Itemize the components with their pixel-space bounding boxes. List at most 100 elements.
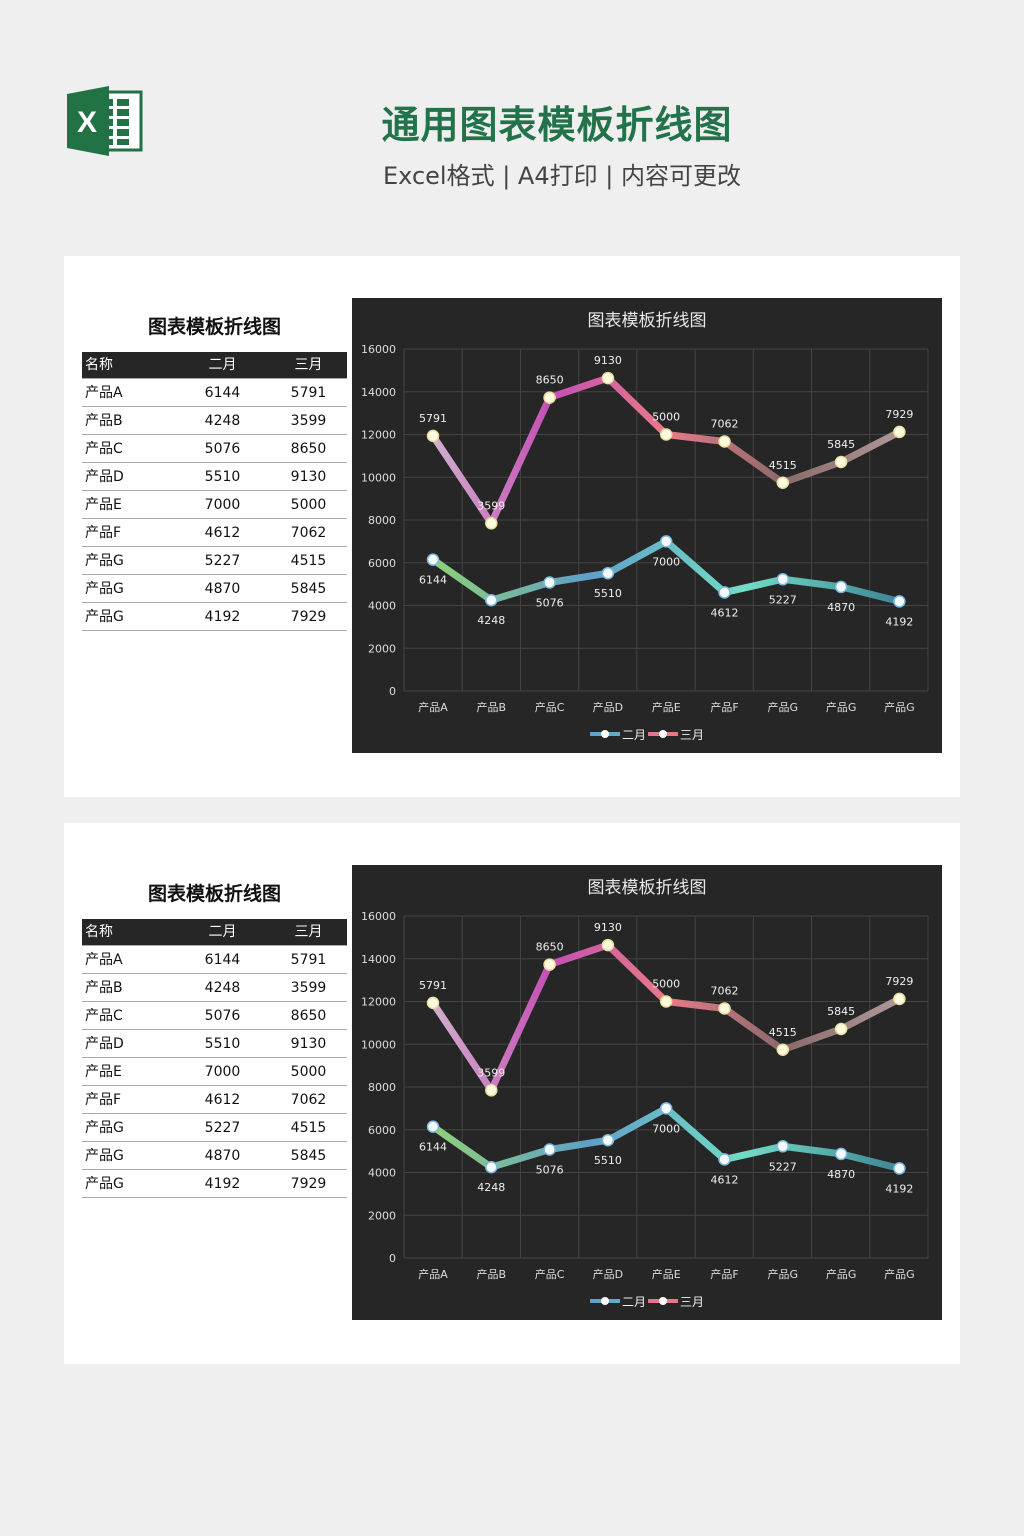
page-title: 通用图表模板折线图	[381, 103, 733, 147]
data-point[interactable]	[718, 1002, 731, 1015]
table-cell: 9130	[290, 1036, 327, 1052]
data-point[interactable]	[718, 435, 731, 448]
data-point[interactable]	[893, 992, 906, 1006]
table-cell: 产品G	[85, 553, 124, 569]
column-header: 三月	[294, 924, 323, 940]
data-label: 7000	[652, 1122, 680, 1135]
table-title: 图表模板折线图	[147, 883, 281, 905]
data-point[interactable]	[718, 586, 731, 599]
data-point[interactable]	[659, 1102, 673, 1115]
data-point[interactable]	[426, 429, 440, 443]
data-label: 4192	[885, 1182, 913, 1195]
data-point[interactable]	[426, 553, 440, 566]
line-chart: 图表模板折线图 0 2000 4000 6000 8000 10000 12000 14000 1…	[352, 865, 942, 1320]
data-point[interactable]	[485, 593, 498, 607]
data-label: 5076	[536, 1164, 564, 1177]
legend-label[interactable]: 二月	[622, 1295, 646, 1309]
data-label: 3599	[477, 1066, 505, 1079]
table-row: 产品G 4870 5845	[82, 1142, 347, 1170]
table-row: 产品F 4612 7062	[82, 1086, 347, 1114]
legend-label[interactable]: 二月	[622, 728, 646, 742]
data-point[interactable]	[776, 476, 790, 490]
x-tick-label: 产品G	[768, 1267, 799, 1281]
y-tick-label: 16000	[361, 910, 396, 923]
table-row: 产品F 4612 7062	[82, 519, 347, 547]
y-tick-label: 10000	[361, 471, 396, 484]
data-label: 4870	[827, 1168, 855, 1181]
table-cell: 9130	[290, 469, 327, 485]
data-point[interactable]	[601, 371, 615, 385]
chart-title: 图表模板折线图	[588, 878, 707, 898]
table-cell: 4192	[204, 1176, 241, 1192]
table-row: 产品E 7000 5000	[82, 491, 347, 519]
data-point[interactable]	[659, 995, 673, 1008]
table-row: 产品E 7000 5000	[82, 1058, 347, 1086]
data-label: 4515	[769, 459, 797, 472]
data-point[interactable]	[776, 573, 790, 586]
y-tick-label: 4000	[368, 1167, 396, 1180]
table-cell: 产品A	[85, 385, 123, 401]
x-tick-label: 产品D	[593, 1267, 623, 1281]
data-point[interactable]	[543, 391, 556, 404]
y-tick-label: 6000	[368, 1124, 396, 1137]
table-row: 产品G 5227 4515	[82, 1114, 347, 1142]
data-point[interactable]	[426, 996, 440, 1010]
data-label: 6144	[419, 574, 447, 587]
y-tick-label: 2000	[368, 1209, 396, 1222]
data-point[interactable]	[426, 1120, 440, 1133]
table-row: 产品B 4248 3599	[82, 407, 347, 435]
legend-label[interactable]: 三月	[680, 1295, 704, 1309]
y-tick-label: 8000	[368, 1081, 396, 1094]
data-point[interactable]	[834, 1147, 848, 1161]
series-line-0	[431, 537, 901, 605]
table-cell: 4870	[204, 1148, 241, 1164]
y-tick-label: 0	[389, 685, 396, 698]
data-point[interactable]	[601, 1133, 615, 1147]
data-label: 6144	[419, 1141, 447, 1154]
data-point[interactable]	[485, 1084, 498, 1097]
x-tick-label: 产品F	[710, 700, 738, 714]
series-line-0	[431, 1104, 901, 1172]
legend-marker	[601, 1297, 609, 1305]
data-label: 5845	[827, 1005, 855, 1018]
line-chart: 图表模板折线图 0 2000 4000 6000 8000 10000 12000 14000 1…	[352, 298, 942, 753]
table-cell: 产品E	[85, 1064, 122, 1080]
data-point[interactable]	[834, 580, 848, 594]
data-point[interactable]	[893, 1162, 906, 1175]
data-point[interactable]	[834, 1022, 848, 1036]
table-cell: 产品G	[85, 1120, 124, 1136]
data-point[interactable]	[659, 428, 673, 441]
data-point[interactable]	[601, 566, 615, 580]
table-cell: 4248	[204, 413, 241, 429]
x-tick-label: 产品F	[710, 1267, 738, 1281]
table-cell: 4515	[290, 1120, 327, 1136]
data-point[interactable]	[485, 517, 498, 530]
data-point[interactable]	[659, 535, 673, 548]
table-cell: 产品G	[85, 1176, 124, 1192]
data-point[interactable]	[543, 1143, 556, 1156]
data-point[interactable]	[776, 1043, 790, 1057]
table-cell: 5000	[290, 497, 327, 513]
table-header: 名称 二月 三月	[82, 352, 347, 379]
data-point[interactable]	[834, 455, 848, 469]
column-header: 二月	[208, 924, 237, 940]
legend-label[interactable]: 三月	[680, 728, 704, 742]
x-tick-label: 产品A	[418, 700, 448, 714]
data-point[interactable]	[893, 425, 906, 439]
data-label: 3599	[477, 499, 505, 512]
table-cell: 产品A	[85, 952, 123, 968]
data-point[interactable]	[485, 1160, 498, 1174]
data-point[interactable]	[893, 595, 906, 608]
table-cell: 产品C	[85, 1008, 123, 1024]
data-point[interactable]	[776, 1140, 790, 1153]
data-point[interactable]	[543, 958, 556, 971]
data-label: 9130	[594, 354, 622, 367]
table-cell: 5000	[290, 1064, 327, 1080]
table-cell: 5510	[204, 469, 241, 485]
table-cell: 5845	[290, 581, 327, 597]
data-point[interactable]	[543, 576, 556, 589]
data-point[interactable]	[601, 938, 615, 952]
table-cell: 产品D	[85, 1036, 124, 1052]
data-point[interactable]	[718, 1153, 731, 1166]
table-row: 产品G 5227 4515	[82, 547, 347, 575]
